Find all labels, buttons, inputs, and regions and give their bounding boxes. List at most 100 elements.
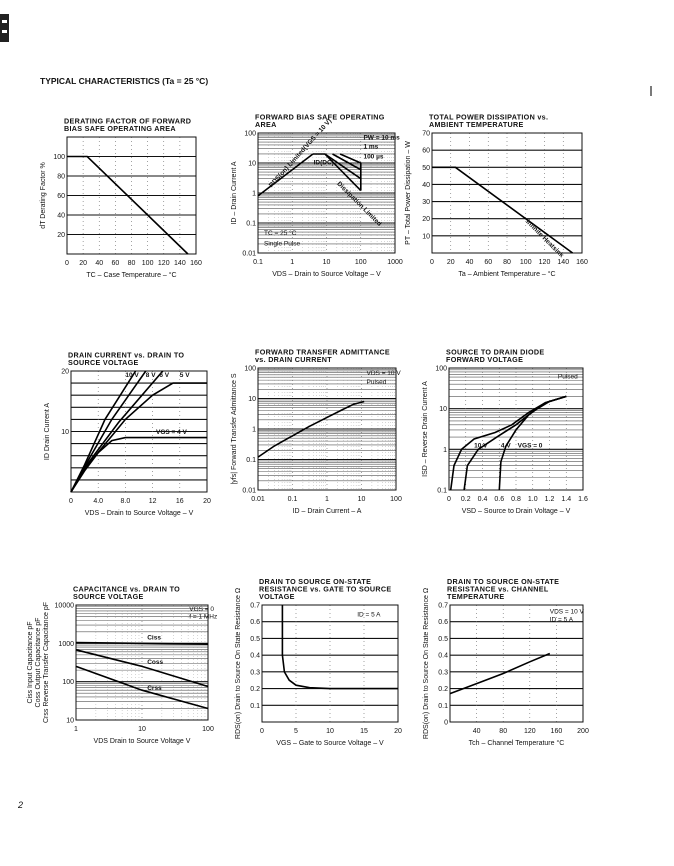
x-tick-label: 160 bbox=[551, 728, 563, 735]
x-tick-label: 0 bbox=[69, 498, 73, 505]
chart-title: DRAIN TO SOURCE ON-STATE bbox=[447, 577, 559, 586]
x-tick-label: 120 bbox=[524, 728, 536, 735]
chart-annotation: VGS = 0 bbox=[189, 606, 214, 613]
y-tick-label: 10 bbox=[66, 718, 74, 725]
y-tick-label: 40 bbox=[57, 213, 65, 220]
chart-title: DRAIN TO SOURCE ON-STATE bbox=[259, 577, 371, 586]
chart-annotation: Pulsed bbox=[367, 379, 387, 386]
chart-title: VOLTAGE bbox=[259, 592, 295, 601]
series-line bbox=[75, 641, 209, 645]
x-tick-label: 160 bbox=[190, 260, 202, 267]
chart-title: DRAIN CURRENT vs. DRAIN TO bbox=[68, 351, 184, 360]
page-number: 2 bbox=[17, 800, 23, 810]
y-tick-label: 0.6 bbox=[438, 619, 448, 626]
chart-title: vs. DRAIN CURRENT bbox=[255, 355, 332, 364]
chart-title: AMBIENT TEMPERATURE bbox=[429, 120, 524, 129]
x-tick-label: 1 bbox=[325, 496, 329, 503]
series-line bbox=[498, 395, 567, 491]
series-line bbox=[324, 153, 362, 180]
chart-annotation: f = 1 MHz bbox=[189, 613, 217, 620]
y-tick-label: 1 bbox=[252, 191, 256, 198]
chart-title: CAPACITANCE vs. DRAIN TO bbox=[73, 585, 180, 594]
x-tick-label: 1 bbox=[290, 259, 294, 266]
y-tick-label: 0.5 bbox=[438, 636, 448, 643]
x-tick-label: 200 bbox=[577, 728, 589, 735]
y-tick-label: 50 bbox=[422, 165, 430, 172]
x-tick-label: 40 bbox=[95, 260, 103, 267]
chart-title: AREA bbox=[255, 120, 277, 129]
x-tick-label: 0.8 bbox=[511, 496, 521, 503]
series-label: ID(DC) bbox=[314, 159, 334, 166]
chart-annotation: TC = 25 °C bbox=[264, 229, 297, 237]
x-tick-label: 16 bbox=[176, 498, 184, 505]
series-label: PW = 10 ms bbox=[363, 135, 400, 142]
plot-frame bbox=[75, 604, 209, 721]
y-tick-label: 100 bbox=[244, 366, 256, 373]
x-axis-label: Ta – Ambient Temperature – °C bbox=[458, 270, 555, 278]
x-axis-label: TC – Case Temperature – °C bbox=[86, 271, 176, 279]
series-label: 8 V bbox=[146, 372, 156, 379]
y-axis-label: RDS(on) Drain to Source On State Resista… bbox=[235, 588, 242, 739]
x-tick-label: 60 bbox=[111, 260, 119, 267]
y-tick-label: 100 bbox=[62, 679, 74, 686]
y-tick-label: 0.4 bbox=[438, 653, 448, 660]
y-axis-label: PT – Total Power Dissipation – W bbox=[405, 141, 412, 245]
chart-annotation: Pulsed bbox=[558, 374, 578, 381]
y-axis-label: Ciss Input Capacitance pF bbox=[27, 621, 34, 703]
x-tick-label: 1.6 bbox=[578, 496, 588, 503]
chart-annotation: VDS = 10 V bbox=[367, 370, 402, 377]
y-tick-label: 70 bbox=[422, 131, 430, 138]
y-axis-label: RDS(on) Drain to Source On State Resista… bbox=[423, 588, 430, 739]
y-tick-label: 0.01 bbox=[242, 488, 256, 495]
y-tick-label: 0.4 bbox=[250, 653, 260, 660]
x-tick-label: 100 bbox=[390, 496, 402, 503]
plot-frame bbox=[257, 132, 396, 254]
series-line bbox=[339, 153, 362, 191]
y-tick-label: 10 bbox=[61, 429, 69, 436]
chart-title: SOURCE VOLTAGE bbox=[73, 592, 144, 601]
series-label: 10 V bbox=[474, 443, 488, 450]
x-tick-label: 0 bbox=[447, 496, 451, 503]
plot-frame bbox=[257, 367, 397, 491]
chart-annotation: ID = 5 A bbox=[357, 612, 381, 619]
chart-annotation: ID = 5 A bbox=[550, 617, 574, 624]
x-axis-label: Tch – Channel Temperature °C bbox=[469, 739, 565, 747]
x-tick-label: 140 bbox=[174, 260, 186, 267]
x-tick-label: 1000 bbox=[387, 259, 403, 266]
series-line bbox=[449, 652, 551, 695]
y-axis-label: ID – Drain Current A bbox=[231, 161, 238, 224]
series-line bbox=[67, 155, 189, 255]
chart-title: SOURCE TO DRAIN DIODE bbox=[446, 348, 544, 357]
x-tick-label: 0.01 bbox=[251, 496, 265, 503]
y-tick-label: 0.5 bbox=[250, 636, 260, 643]
y-tick-label: 100 bbox=[435, 366, 447, 373]
x-axis-label: VSD – Source to Drain Voltage – V bbox=[462, 508, 571, 515]
y-tick-label: 1000 bbox=[58, 641, 74, 648]
series-label: Ciss bbox=[147, 635, 161, 642]
x-tick-label: 100 bbox=[355, 259, 367, 266]
chart-2: FORWARD BIAS SAFE OPERATINGAREA0.010.111… bbox=[231, 113, 403, 279]
x-tick-label: 10 bbox=[358, 496, 366, 503]
x-tick-label: 20 bbox=[394, 728, 402, 735]
x-tick-label: 10 bbox=[323, 259, 331, 266]
x-axis-label: ID – Drain Current – A bbox=[293, 508, 362, 515]
y-tick-label: 0.6 bbox=[250, 619, 260, 626]
x-tick-label: 4.0 bbox=[93, 498, 103, 505]
x-tick-label: 20 bbox=[203, 498, 211, 505]
chart-annotation: VDS = 10 V bbox=[550, 608, 585, 615]
x-tick-label: 60 bbox=[484, 259, 492, 266]
y-axis-label: Coss Output Capacitance pF bbox=[35, 618, 42, 708]
series-label: Coss bbox=[147, 659, 163, 666]
x-tick-label: 40 bbox=[466, 259, 474, 266]
logo-mark bbox=[0, 14, 9, 42]
chart-3: TOTAL POWER DISSIPATION vs.AMBIENT TEMPE… bbox=[405, 113, 588, 279]
x-tick-label: 0 bbox=[65, 260, 69, 267]
chart-title: TOTAL POWER DISSIPATION vs. bbox=[429, 113, 548, 122]
x-tick-label: 80 bbox=[503, 259, 511, 266]
